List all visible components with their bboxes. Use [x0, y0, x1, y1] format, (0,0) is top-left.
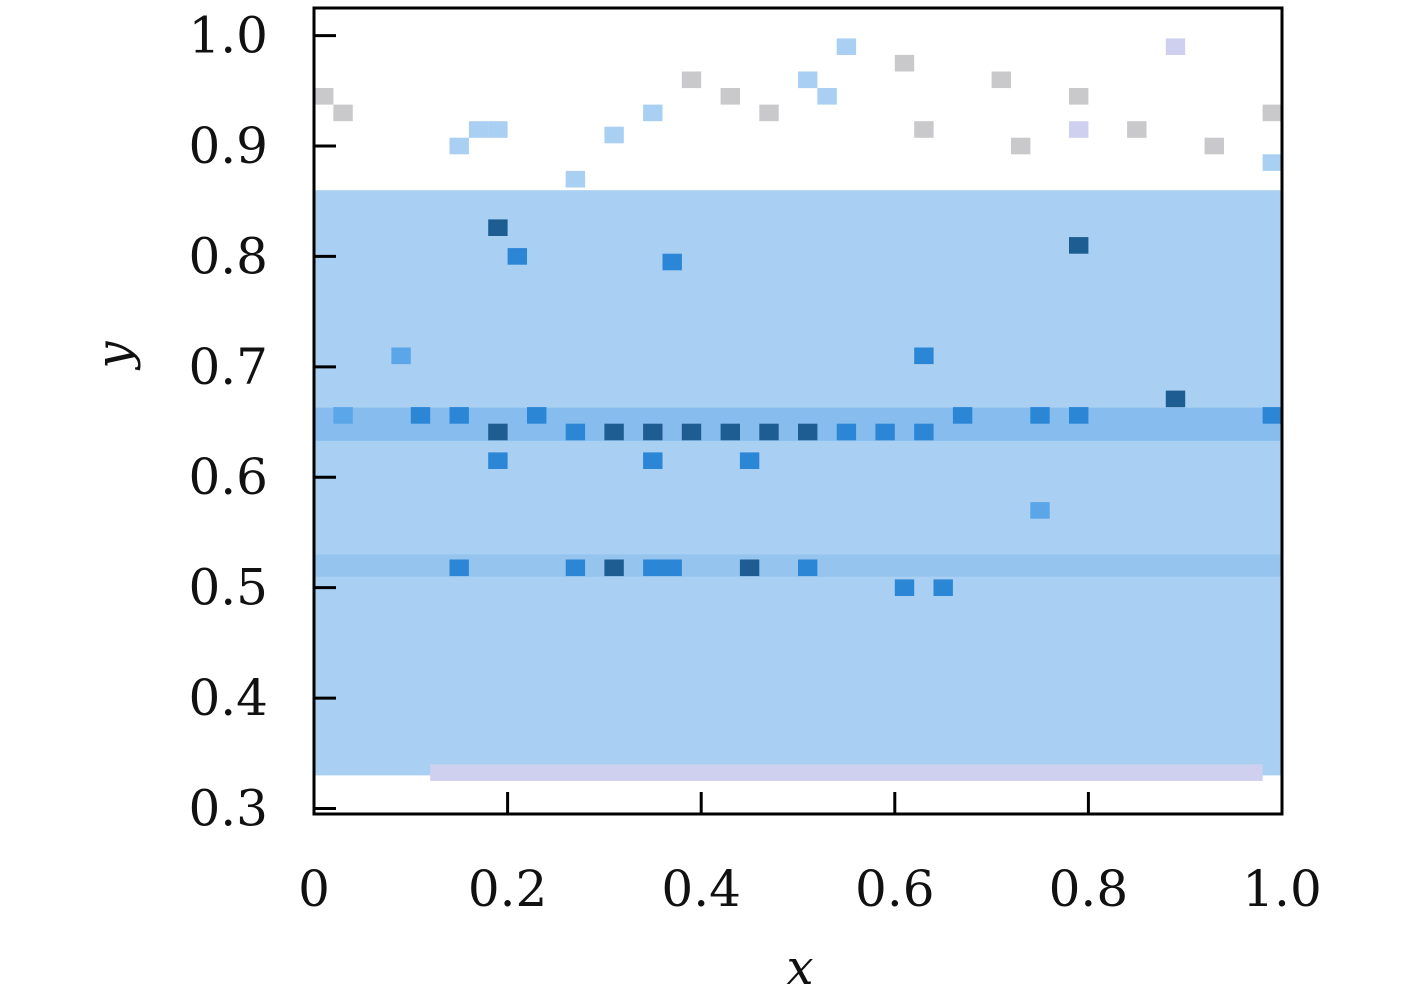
heatmap-cell [1030, 407, 1050, 424]
heatmap-cells [314, 38, 1282, 781]
heatmap-cell [468, 121, 489, 138]
x-axis-label: x [786, 940, 813, 992]
heatmap-cell [488, 452, 508, 469]
heatmap-cell [449, 137, 469, 155]
y-axis: 0.3 0.4 0.5 0.6 0.7 0.8 0.9 1.0 [188, 7, 336, 837]
heatmap-cell [739, 452, 760, 469]
heatmap-cell [662, 253, 682, 271]
x-tick-label: 0.6 [855, 860, 935, 918]
heatmap-cell [1165, 390, 1186, 408]
y-tick-label: 0.9 [188, 117, 268, 175]
heatmap-cell [565, 559, 586, 577]
y-tick-label: 0.3 [188, 779, 268, 837]
heatmap-cell [604, 126, 624, 144]
heatmap-cell [662, 559, 682, 577]
heatmap-cell [1011, 137, 1031, 155]
heatmap-cell [933, 579, 953, 596]
heatmap-cell [1262, 154, 1282, 171]
y-axis-label: y [86, 341, 142, 371]
heatmap-cell [798, 423, 818, 441]
heatmap-cell [1262, 104, 1282, 122]
heatmap-cell [894, 579, 915, 596]
heatmap-cell [1165, 38, 1186, 55]
heatmap-cell [488, 423, 508, 441]
heatmap-cell [952, 407, 973, 424]
heatmap-cell [333, 104, 353, 122]
heatmap-cell [314, 88, 334, 105]
heatmap-cell [1204, 137, 1224, 155]
heatmap-cell [1262, 407, 1282, 424]
heatmap-cell [527, 407, 547, 424]
heatmap-cell [1127, 121, 1147, 138]
x-tick-label: 1.0 [1242, 860, 1322, 918]
heatmap-cell [565, 170, 586, 188]
heatmap-cell [643, 559, 663, 577]
x-axis: 0 0.2 0.4 0.6 0.8 1.0 [298, 792, 1322, 918]
heatmap-cell [449, 559, 469, 577]
heatmap-cell [565, 423, 586, 441]
heatmap-cell [798, 71, 818, 89]
y-tick-label: 0.4 [188, 669, 268, 727]
heatmap-cell [681, 71, 702, 89]
heatmap-cell [1069, 407, 1089, 424]
y-tick-label: 1.0 [188, 7, 268, 65]
heatmap-cell [1069, 121, 1089, 138]
heatmap-cell [914, 347, 934, 365]
heatmap-cell [391, 347, 411, 365]
heatmap-cell [817, 88, 837, 105]
heatmap-cell [604, 423, 624, 441]
heatmap-cell [720, 423, 740, 441]
heatmap-cell [1030, 502, 1050, 519]
heatmap-cell [720, 88, 740, 105]
heatmap-cell [836, 38, 857, 55]
plot-frame [312, 6, 1284, 816]
heatmap-cell-band [314, 190, 1282, 776]
y-tick-label: 0.6 [188, 448, 268, 506]
heatmap-cell [798, 559, 818, 577]
x-tick-label: 0 [298, 860, 330, 918]
x-tick-label: 0.8 [1049, 860, 1129, 918]
heatmap-cell [759, 423, 779, 441]
heatmap-cell [410, 407, 431, 424]
heatmap-cell [894, 54, 915, 72]
heatmap-cell [488, 219, 508, 236]
heatmap-cell [643, 452, 663, 469]
heatmap-cell [836, 423, 857, 441]
heatmap-cell [1069, 88, 1089, 105]
heatmap-cell [643, 104, 663, 122]
heatmap-cell [1069, 237, 1089, 254]
heatmap-cell [333, 407, 353, 424]
y-tick-label: 0.8 [188, 227, 268, 285]
heatmap-cell [739, 559, 760, 577]
heatmap-cell-band [430, 764, 1263, 781]
heatmap-cell [914, 121, 934, 138]
heatmap-cell [507, 248, 527, 265]
heatmap-cell [488, 121, 508, 138]
heatmap-cell [759, 104, 779, 122]
x-tick-label: 0.4 [661, 860, 741, 918]
y-tick-label: 0.5 [188, 559, 268, 617]
x-tick-label: 0.2 [468, 860, 548, 918]
heatmap-cell [449, 407, 469, 424]
heatmap-cell [875, 423, 895, 441]
heatmap-cell [643, 423, 663, 441]
heatmap-cell [604, 559, 624, 577]
heatmap-cell [914, 423, 934, 441]
heatmap-cell [991, 71, 1011, 89]
heatmap-cell [681, 423, 702, 441]
y-tick-label: 0.7 [188, 338, 268, 396]
